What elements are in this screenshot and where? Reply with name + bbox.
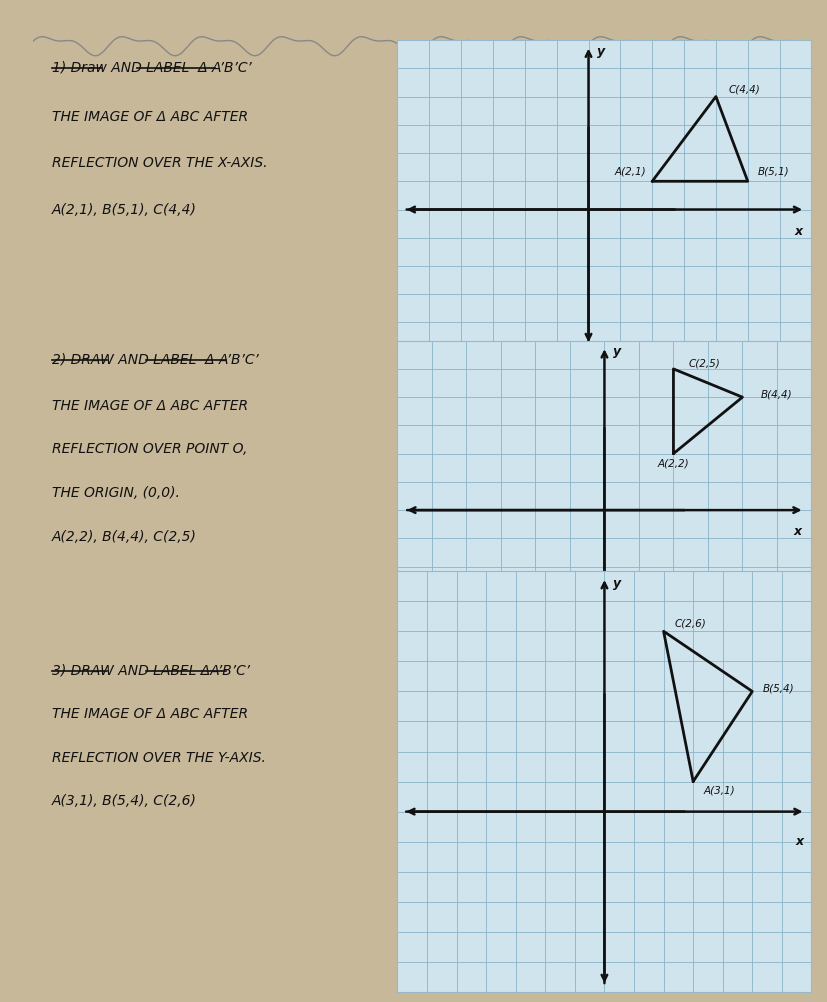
Text: 1) Draw AND LABEL  Δ A’B’C’: 1) Draw AND LABEL Δ A’B’C’ [52,60,251,74]
Text: C(2,6): C(2,6) [673,619,705,628]
Text: THE ORIGIN, (0,0).: THE ORIGIN, (0,0). [52,486,179,500]
Text: y: y [596,45,605,58]
Text: x: x [794,224,802,237]
Text: C(2,5): C(2,5) [688,359,719,369]
Text: A(2,1): A(2,1) [614,166,645,176]
Text: REFLECTION OVER POINT O,: REFLECTION OVER POINT O, [52,443,247,456]
Text: B(5,4): B(5,4) [762,683,794,693]
Text: C(4,4): C(4,4) [728,84,759,94]
Text: B(5,1): B(5,1) [757,166,788,176]
Text: x: x [795,835,803,848]
Text: A(2,2), B(4,4), C(2,5): A(2,2), B(4,4), C(2,5) [52,530,197,543]
Text: A(2,1), B(5,1), C(4,4): A(2,1), B(5,1), C(4,4) [52,202,197,216]
Text: REFLECTION OVER THE X-AXIS.: REFLECTION OVER THE X-AXIS. [52,156,267,170]
Text: y: y [612,346,620,359]
Text: REFLECTION OVER THE Y-AXIS.: REFLECTION OVER THE Y-AXIS. [52,750,265,765]
Text: THE IMAGE OF Δ ABC AFTER: THE IMAGE OF Δ ABC AFTER [52,707,247,721]
Text: A(2,2): A(2,2) [657,459,688,469]
Text: y: y [612,577,620,589]
Text: THE IMAGE OF Δ ABC AFTER: THE IMAGE OF Δ ABC AFTER [52,399,247,413]
Text: 3) DRAW AND LABEL ΔA’B’C’: 3) DRAW AND LABEL ΔA’B’C’ [52,663,250,677]
Text: B(4,4): B(4,4) [760,390,791,400]
Text: A(3,1): A(3,1) [703,786,734,796]
Text: x: x [792,525,801,538]
Text: A(3,1), B(5,4), C(2,6): A(3,1), B(5,4), C(2,6) [52,795,197,809]
Text: 2) DRAW AND LABEL  Δ A’B’C’: 2) DRAW AND LABEL Δ A’B’C’ [52,353,258,367]
Text: THE IMAGE OF Δ ABC AFTER: THE IMAGE OF Δ ABC AFTER [52,110,247,124]
